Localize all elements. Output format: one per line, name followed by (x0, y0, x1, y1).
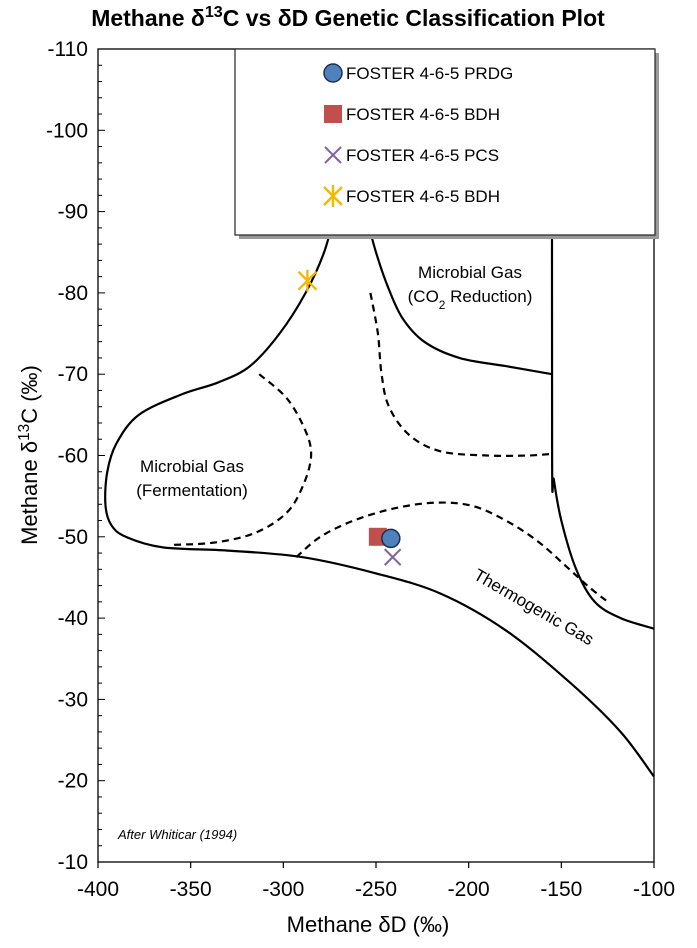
chart-title: Methane δ13C vs δD Genetic Classificatio… (91, 3, 605, 31)
legend: FOSTER 4-6-5 PRDG FOSTER 4-6-5 BDH FOSTER … (234, 48, 659, 239)
y-axis-label: Methane δ13C (‰) (16, 365, 43, 545)
x-tick-label: -350 (170, 878, 212, 901)
legend-entry: FOSTER 4-6-5 BDH (324, 105, 500, 124)
x-tick-label: -400 (77, 878, 119, 901)
data-point-circle (381, 528, 401, 549)
classification-boundaries (104, 48, 655, 778)
legend-entry: FOSTER 4-6-5 PRDG (323, 63, 513, 83)
x-axis-label: Methane δD (‰) (287, 912, 450, 937)
legend-marker-circle (323, 63, 343, 83)
data-points (297, 269, 402, 566)
region-label-fermentation: Microbial Gas (Fermentation) (136, 457, 247, 500)
y-tick-label: -80 (58, 282, 88, 305)
legend-marker-asterisk (323, 185, 343, 207)
x-tick-label: -150 (540, 878, 582, 901)
legend-label: FOSTER 4-6-5 PCS (346, 146, 499, 165)
y-tick-label: -10 (58, 851, 88, 874)
legend-box (234, 48, 656, 236)
legend-marker-x (324, 146, 342, 164)
y-tick-label: -90 (58, 201, 88, 224)
region-label-co2-reduction: Microbial Gas (CO2 Reduction) (408, 263, 533, 312)
y-tick-label: -70 (58, 363, 88, 386)
legend-marker-square (324, 105, 342, 123)
y-tick-label: -60 (58, 445, 88, 468)
boundary-solid-line (550, 48, 655, 630)
y-tick-label: -20 (58, 770, 88, 793)
legend-label: FOSTER 4-6-5 BDH (346, 187, 500, 206)
legend-label: FOSTER 4-6-5 BDH (346, 105, 500, 124)
boundary-solid-line (104, 211, 655, 778)
source-credit: After Whiticar (1994) (117, 827, 237, 842)
y-tick-label: -110 (48, 38, 88, 61)
x-tick-label: -200 (448, 878, 490, 901)
boundary-dashed-line (172, 373, 313, 546)
x-axis-ticks: -400 -350 -300 -250 -200 -150 -100 (77, 862, 675, 901)
boundary-dashed-line (369, 292, 553, 457)
legend-items: FOSTER 4-6-5 PRDG FOSTER 4-6-5 BDH FOSTER … (323, 63, 513, 207)
y-tick-label: -100 (46, 119, 88, 142)
legend-entry: FOSTER 4-6-5 PCS (324, 146, 499, 165)
data-point-asterisk (297, 269, 318, 292)
legend-entry: FOSTER 4-6-5 BDH (323, 185, 500, 207)
x-tick-label: -250 (355, 878, 397, 901)
x-tick-label: -300 (262, 878, 304, 901)
y-axis-ticks: -110 -100 -90 -80 -70 -60 -50 -40 -30 -20 -10 (46, 38, 105, 874)
legend-label: FOSTER 4-6-5 PRDG (346, 64, 513, 83)
y-tick-label: -40 (58, 607, 88, 630)
x-tick-label: -100 (633, 878, 675, 901)
data-point-x (383, 548, 402, 566)
y-tick-label: -30 (58, 688, 88, 711)
y-tick-label: -50 (58, 526, 88, 549)
